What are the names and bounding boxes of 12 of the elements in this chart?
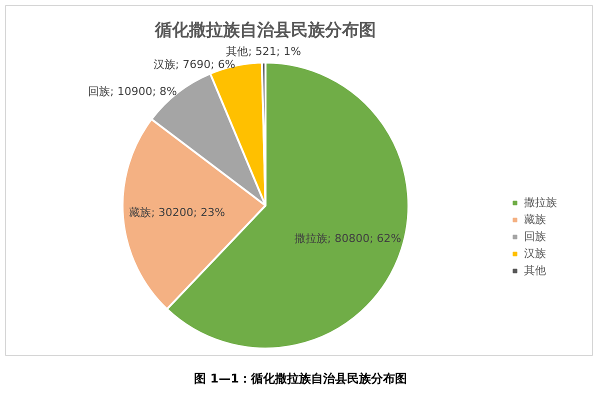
legend-label: 汉族: [524, 246, 546, 261]
data-label: 汉族; 7690; 6%: [153, 58, 236, 71]
legend-label: 其他: [524, 263, 546, 278]
data-label: 藏族; 30200; 23%: [129, 206, 226, 220]
data-label: 其他; 521; 1%: [226, 45, 302, 58]
data-label: 撒拉族; 80800; 62%: [294, 232, 402, 245]
caption: 图 1—1：循化撒拉族自治县民族分布图: [194, 372, 407, 386]
legend-label: 撒拉族: [524, 195, 557, 210]
data-label: 回族; 10900; 8%: [88, 84, 177, 98]
chart-title: 循化撒拉族自治县民族分布图: [154, 20, 376, 40]
legend-label: 藏族: [524, 212, 546, 227]
legend-label: 回族: [524, 229, 546, 244]
